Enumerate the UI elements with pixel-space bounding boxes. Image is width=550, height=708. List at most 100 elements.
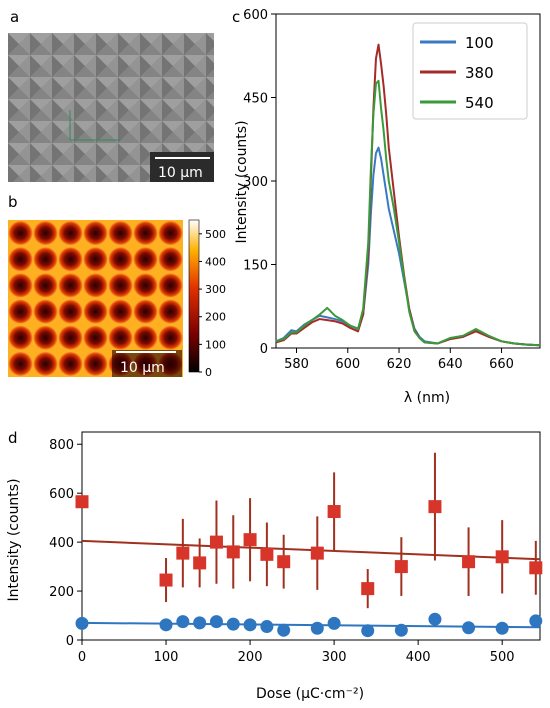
panel-label-b: b bbox=[8, 193, 18, 211]
data-point-circle bbox=[428, 612, 442, 626]
data-point-square bbox=[462, 555, 476, 569]
panel-c-ytick-label: 600 bbox=[243, 8, 268, 23]
data-point-square bbox=[75, 495, 89, 509]
heatmap-cell bbox=[108, 221, 133, 246]
legend-540-label: 540 bbox=[465, 94, 494, 112]
heatmap-cell bbox=[83, 299, 108, 324]
panel-d-ytick-label: 200 bbox=[49, 585, 74, 600]
panel-d-xtick-label: 500 bbox=[490, 650, 515, 665]
panel-c-xtick-label: 600 bbox=[335, 357, 360, 372]
series-line-380 bbox=[275, 43, 541, 347]
heatmap-cell bbox=[33, 325, 58, 350]
data-point-circle bbox=[75, 616, 89, 630]
heatmap-cell bbox=[8, 273, 33, 298]
data-point-circle bbox=[495, 621, 509, 635]
heatmap-cell bbox=[58, 247, 83, 272]
data-point-square bbox=[243, 533, 257, 547]
panel-c-xtick-label: 640 bbox=[438, 357, 463, 372]
panel-d-chart: 0 100 200 300 400 500 0 200 400 600 800 Dose (μC·c… bbox=[6, 431, 543, 702]
heatmap-cell bbox=[83, 247, 108, 272]
heatmap-cell bbox=[58, 221, 83, 246]
data-point-square bbox=[428, 500, 442, 514]
data-point-circle bbox=[193, 616, 207, 630]
heatmap-cell bbox=[158, 247, 183, 272]
legend-380-label: 380 bbox=[465, 64, 494, 82]
heatmap-cell bbox=[83, 325, 108, 350]
panel-b-scalebar-bg bbox=[112, 350, 182, 377]
heatmap-cell bbox=[158, 299, 183, 324]
panel-a-scalebar-label: 10 μm bbox=[158, 165, 203, 181]
panel-c-xtick-label: 660 bbox=[489, 357, 514, 372]
heatmap-cell bbox=[8, 351, 33, 376]
data-point-circle bbox=[529, 614, 543, 628]
data-point-square bbox=[209, 535, 223, 549]
heatmap-cell bbox=[133, 273, 158, 298]
panel-d-xlabel: Dose (μC·cm⁻²) bbox=[256, 686, 364, 702]
data-point-circle bbox=[176, 615, 190, 629]
panel-c-ylabel: Intensity (counts) bbox=[234, 120, 250, 243]
heatmap-cell bbox=[158, 221, 183, 246]
panel-d-ytick-label: 0 bbox=[66, 634, 74, 649]
heatmap-cell bbox=[158, 273, 183, 298]
heatmap-cell bbox=[58, 273, 83, 298]
panel-c-xtick-label: 620 bbox=[387, 357, 412, 372]
panel-d-xtick-label: 0 bbox=[78, 650, 86, 665]
heatmap-cell bbox=[58, 299, 83, 324]
panel-d-ytick-label: 600 bbox=[49, 487, 74, 502]
colorbar-tick-label: 100 bbox=[205, 338, 226, 351]
heatmap-cell bbox=[8, 299, 33, 324]
panel-d-xtick-label: 300 bbox=[322, 650, 347, 665]
panel-d-xtick-label: 100 bbox=[154, 650, 179, 665]
heatmap-cell bbox=[33, 299, 58, 324]
heatmap-cell bbox=[33, 221, 58, 246]
data-point-circle bbox=[243, 618, 257, 632]
data-point-circle bbox=[327, 616, 341, 630]
data-point-circle bbox=[462, 621, 476, 635]
panel-d-ytick-label: 800 bbox=[49, 438, 74, 453]
panel-d-xtick-label: 200 bbox=[238, 650, 263, 665]
data-point-square bbox=[176, 546, 190, 560]
panel-c-xtick-label: 580 bbox=[284, 357, 309, 372]
panel-d-xtick-label: 400 bbox=[406, 650, 431, 665]
colorbar-tick-label: 0 bbox=[205, 366, 212, 379]
heatmap-cell bbox=[8, 221, 33, 246]
heatmap-cell bbox=[58, 351, 83, 376]
series-line-100 bbox=[275, 146, 541, 347]
heatmap-cell bbox=[58, 325, 83, 350]
panel-label-a: a bbox=[10, 8, 19, 26]
colorbar-tick-label: 400 bbox=[205, 255, 226, 268]
panel-b-scalebar-label: 10 μm bbox=[120, 360, 165, 376]
heatmap-cell bbox=[133, 221, 158, 246]
panel-c-ytick-label: 150 bbox=[243, 259, 268, 274]
data-point-circle bbox=[209, 615, 223, 629]
heatmap-cell bbox=[33, 273, 58, 298]
data-point-circle bbox=[361, 624, 375, 638]
legend-100-label: 100 bbox=[465, 34, 494, 52]
data-point-square bbox=[361, 582, 375, 596]
data-point-square bbox=[529, 561, 543, 575]
panel-c-legend: 100 380 540 bbox=[412, 22, 528, 120]
heatmap-cell bbox=[8, 325, 33, 350]
heatmap-cell bbox=[8, 247, 33, 272]
heatmap-cell bbox=[108, 325, 133, 350]
data-point-square bbox=[310, 546, 324, 560]
series-line-540 bbox=[275, 79, 541, 347]
panel-c-ytick-label: 0 bbox=[260, 342, 268, 357]
panel-b-colorbar: 500 400 300 200 100 0 bbox=[188, 219, 226, 379]
data-point-square bbox=[226, 545, 240, 559]
colorbar-tick-label: 300 bbox=[205, 283, 226, 296]
panel-b-heatmap: 10 μm bbox=[8, 220, 183, 377]
data-point-circle bbox=[394, 623, 408, 637]
data-point-square bbox=[327, 505, 341, 519]
heatmap-cell bbox=[83, 221, 108, 246]
heatmap-cell bbox=[83, 351, 108, 376]
panel-d-ylabel: Intensity (counts) bbox=[6, 478, 22, 601]
heatmap-cell bbox=[33, 247, 58, 272]
colorbar-tick-label: 500 bbox=[205, 228, 226, 241]
panel-label-c: c bbox=[232, 8, 240, 26]
heatmap-cell bbox=[133, 299, 158, 324]
data-point-square bbox=[277, 555, 291, 569]
data-point-square bbox=[159, 573, 173, 587]
data-point-square bbox=[495, 550, 509, 564]
